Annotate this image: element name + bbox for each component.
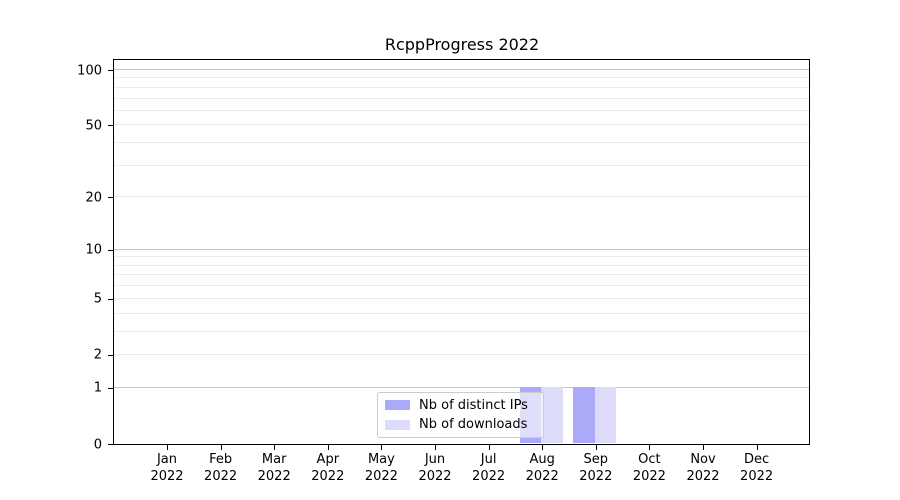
y-gridline-minor xyxy=(114,256,809,258)
y-tick-label: 10 xyxy=(85,242,102,258)
x-tick-label: Mar 2022 xyxy=(257,452,291,484)
legend: Nb of distinct IPs Nb of downloads xyxy=(377,392,544,438)
x-tick-mark xyxy=(167,445,168,450)
y-gridline-major xyxy=(114,248,809,250)
x-tick-mark xyxy=(756,445,758,450)
y-tick-label: 100 xyxy=(77,63,102,78)
y-gridline-minor xyxy=(114,312,809,314)
x-tick-mark xyxy=(274,445,276,450)
y-tick-mark xyxy=(108,354,114,356)
bar xyxy=(541,386,563,443)
y-gridline-minor xyxy=(114,285,809,287)
y-tick-mark xyxy=(108,197,114,199)
y-tick-mark xyxy=(108,125,114,127)
y-gridline-minor xyxy=(114,86,809,88)
x-tick-label: Jul 2022 xyxy=(472,452,506,484)
y-tick-mark xyxy=(108,249,114,251)
x-tick-label: Sep 2022 xyxy=(579,452,613,484)
x-tick-mark xyxy=(381,445,383,450)
plot-area xyxy=(113,59,810,445)
x-tick-mark xyxy=(542,445,544,450)
legend-row: Nb of distinct IPs xyxy=(378,398,543,413)
x-tick-mark xyxy=(703,445,704,450)
y-gridline-minor xyxy=(114,196,809,198)
y-gridline-minor xyxy=(114,353,809,355)
y-tick-mark xyxy=(108,70,114,71)
x-tick-label: Nov 2022 xyxy=(686,452,720,484)
y-gridline-major xyxy=(114,69,809,70)
x-tick-label: Jan 2022 xyxy=(150,452,184,484)
legend-label: Nb of downloads xyxy=(419,417,528,433)
y-gridline-minor xyxy=(114,264,809,266)
y-gridline-minor xyxy=(114,77,809,79)
x-tick-label: May 2022 xyxy=(364,452,398,484)
y-gridline-minor xyxy=(114,97,809,99)
x-tick-mark xyxy=(488,445,490,450)
y-tick-label: 0 xyxy=(93,437,102,452)
x-tick-mark xyxy=(220,445,222,450)
y-tick-mark xyxy=(108,444,114,445)
y-tick-label: 2 xyxy=(93,347,102,363)
y-tick-label: 20 xyxy=(85,190,102,206)
bar xyxy=(573,386,595,443)
y-gridline-minor xyxy=(114,142,809,144)
x-tick-mark xyxy=(435,445,436,450)
x-tick-label: Oct 2022 xyxy=(632,452,666,484)
x-tick-label: Aug 2022 xyxy=(525,452,559,484)
y-gridline-minor xyxy=(114,109,809,111)
legend-row: Nb of downloads xyxy=(378,417,543,432)
x-tick-mark xyxy=(595,445,597,450)
y-tick-label: 1 xyxy=(93,380,102,396)
x-tick-mark xyxy=(649,445,651,450)
x-tick-mark xyxy=(327,445,329,450)
y-tick-mark xyxy=(108,298,114,300)
chart-title: RcppProgress 2022 xyxy=(384,35,540,54)
y-gridline-minor xyxy=(114,274,809,276)
x-tick-label: Apr 2022 xyxy=(311,452,345,484)
x-tick-label: Dec 2022 xyxy=(740,452,774,484)
y-gridline-minor xyxy=(114,330,809,332)
x-tick-label: Feb 2022 xyxy=(204,452,238,484)
legend-swatch xyxy=(385,419,410,430)
x-tick-label: Jun 2022 xyxy=(418,452,452,484)
y-tick-mark xyxy=(108,387,114,389)
legend-swatch xyxy=(385,400,410,411)
y-tick-label: 5 xyxy=(93,291,102,307)
y-gridline-major xyxy=(114,386,809,388)
legend-label: Nb of distinct IPs xyxy=(419,397,528,413)
y-gridline-minor xyxy=(114,164,809,166)
y-gridline-minor xyxy=(114,297,809,299)
y-tick-label: 50 xyxy=(85,118,102,134)
bar xyxy=(594,386,617,443)
y-gridline-minor xyxy=(114,124,809,126)
